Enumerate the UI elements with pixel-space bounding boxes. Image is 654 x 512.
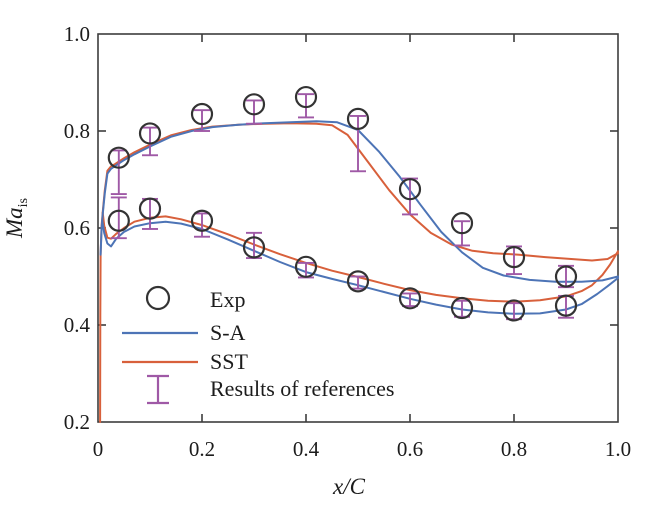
exp-point (450, 296, 474, 320)
legend-circle-symbol (145, 285, 171, 311)
exp-point (107, 146, 130, 169)
x-tick-label: 0.8 (501, 437, 527, 461)
ref-errorbar (194, 109, 210, 132)
exp-point (294, 255, 318, 278)
legend-item-ref: Results of references (147, 374, 394, 405)
x-tick-label: 0 (93, 437, 104, 461)
ref-errorbar (506, 302, 522, 321)
x-tick-label: 1.0 (605, 437, 631, 461)
y-tick-label: 1.0 (64, 22, 90, 46)
legend-item-sa: S-A (122, 320, 246, 345)
sa-upper-curve (99, 120, 619, 283)
plot-frame (97, 33, 619, 423)
x-tick-label: 0.4 (293, 437, 320, 461)
y-tick-label: 0.2 (64, 410, 90, 434)
exp-point (346, 107, 370, 130)
exp-point (242, 236, 266, 259)
x-tick-label: 0.6 (397, 437, 423, 461)
exp-point (398, 287, 422, 310)
y-tick-label: 0.6 (64, 216, 90, 240)
exp-point (138, 197, 162, 220)
exp-point (398, 178, 422, 201)
legend-label: SST (210, 349, 248, 374)
y-axis-label-main: Ma (2, 207, 27, 239)
exp-point (554, 265, 578, 288)
ref-errorbar (246, 99, 262, 125)
ref-errorbar (506, 245, 522, 276)
exp-point (107, 209, 130, 232)
y-tick-label: 0.8 (64, 119, 90, 143)
exp-point (294, 85, 318, 109)
exp-point (190, 209, 214, 232)
legend-label: S-A (210, 320, 246, 345)
y-axis-label-subscript: is (16, 198, 31, 207)
exp-point (242, 93, 266, 116)
svg-text:Mais: Mais (2, 198, 31, 239)
legend-item-exp: Exp (145, 285, 245, 312)
exp-point (346, 270, 370, 293)
ref-errorbar (350, 115, 366, 173)
ref-errorbar (194, 212, 210, 238)
x-axis-label: x/C (332, 474, 366, 499)
x-tick-label: 0.2 (189, 437, 215, 461)
legend-label: Results of references (210, 376, 394, 401)
ref-errorbar (298, 93, 314, 119)
chart-generated-content: 0 0.2 0.4 0.6 0.8 1.00.20.40.60.81.0ExpS-ASST… (64, 22, 631, 461)
ref-errorbar (142, 126, 158, 157)
exp-point (502, 246, 526, 269)
exp-point (138, 122, 162, 145)
exp-point (190, 102, 214, 126)
y-axis-label: Mais (2, 198, 31, 239)
y-tick-label: 0.4 (64, 313, 91, 337)
exp-point (554, 294, 578, 317)
exp-point (450, 212, 474, 235)
legend-item-sst: SST (122, 349, 248, 374)
exp-point (502, 299, 526, 322)
legend-label: Exp (210, 287, 245, 312)
